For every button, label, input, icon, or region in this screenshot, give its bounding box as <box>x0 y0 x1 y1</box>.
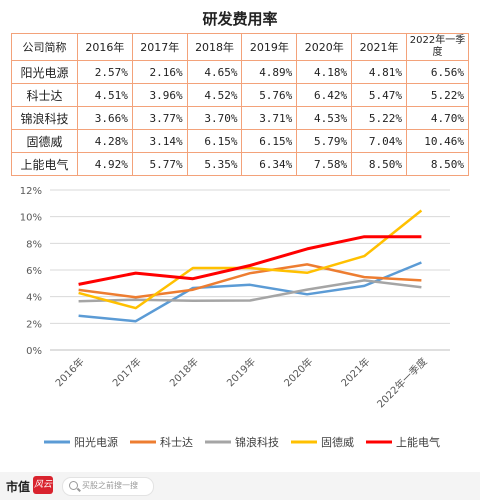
header-cell: 公司简称 <box>11 33 78 61</box>
value-cell: 5.76% <box>241 83 298 107</box>
company-name-cell: 固德威 <box>11 129 78 153</box>
value-cell: 6.42% <box>296 83 353 107</box>
value-cell: 3.14% <box>131 129 188 153</box>
value-cell: 7.04% <box>351 129 407 153</box>
value-cell: 4.70% <box>406 106 469 130</box>
header-cell: 2019年 <box>241 33 298 61</box>
y-tick-label: 10% <box>20 213 42 224</box>
y-tick-label: 8% <box>26 239 42 250</box>
company-name-cell: 上能电气 <box>11 152 78 176</box>
legend-label: 锦浪科技 <box>235 435 279 449</box>
value-cell: 3.70% <box>186 106 243 130</box>
value-cell: 4.52% <box>186 83 243 107</box>
value-cell: 3.71% <box>241 106 298 130</box>
value-cell: 5.79% <box>296 129 353 153</box>
x-tick-label: 2022年一季度 <box>374 355 429 410</box>
x-tick-label: 2019年 <box>224 355 258 389</box>
value-cell: 6.56% <box>406 60 469 84</box>
value-cell: 5.35% <box>186 152 243 176</box>
table-row: 科士达 4.51% 3.96% 4.52% 5.76% 6.42% 5.47% … <box>11 83 469 107</box>
search-placeholder: 买股之前搜一搜 <box>82 481 138 490</box>
value-cell: 6.15% <box>241 129 298 153</box>
series-line <box>78 279 422 303</box>
value-cell: 4.81% <box>351 60 407 84</box>
value-cell: 3.77% <box>131 106 188 130</box>
company-name-cell: 科士达 <box>11 83 78 107</box>
legend-label: 科士达 <box>160 435 193 449</box>
x-tick-label: 2016年 <box>52 355 86 389</box>
search-input[interactable]: 买股之前搜一搜 <box>62 477 154 496</box>
value-cell: 3.96% <box>131 83 188 107</box>
legend-label: 固德威 <box>321 435 354 449</box>
value-cell: 4.65% <box>186 60 243 84</box>
header-cell: 2017年 <box>131 33 188 61</box>
value-cell: 6.34% <box>241 152 298 176</box>
value-cell: 4.28% <box>77 129 133 153</box>
table-row: 锦浪科技 3.66% 3.77% 3.70% 3.71% 4.53% 5.22%… <box>11 106 469 130</box>
header-cell: 2021年 <box>351 33 407 61</box>
value-cell: 7.58% <box>296 152 353 176</box>
legend-label: 阳光电源 <box>74 435 118 449</box>
y-tick-label: 6% <box>26 266 42 277</box>
value-cell: 5.22% <box>351 106 407 130</box>
series-line <box>78 263 422 299</box>
brand-logo-mark: 风云 <box>33 476 53 494</box>
value-cell: 8.50% <box>351 152 407 176</box>
y-tick-label: 2% <box>26 319 42 330</box>
value-cell: 3.66% <box>77 106 133 130</box>
company-name-cell: 锦浪科技 <box>11 106 78 130</box>
y-tick-label: 4% <box>26 293 42 304</box>
series-line <box>78 209 423 310</box>
x-tick-label: 2018年 <box>167 355 201 389</box>
header-cell: 2020年 <box>296 33 353 61</box>
value-cell: 8.50% <box>406 152 469 176</box>
header-cell: 2016年 <box>77 33 133 61</box>
value-cell: 10.46% <box>406 129 469 153</box>
x-tick-label: 2020年 <box>281 355 315 389</box>
series-line <box>78 235 422 286</box>
value-cell: 2.16% <box>131 60 188 84</box>
value-cell: 6.15% <box>186 129 243 153</box>
search-icon <box>69 481 78 490</box>
table-row: 固德威 4.28% 3.14% 6.15% 6.15% 5.79% 7.04% … <box>11 129 469 153</box>
value-cell: 4.51% <box>77 83 133 107</box>
value-cell: 2.57% <box>77 60 133 84</box>
table-header-row: 公司简称 2016年 2017年 2018年 2019年 2020年 2021年… <box>11 33 469 61</box>
brand-logo-text: 市值 <box>6 480 31 494</box>
x-tick-label: 2017年 <box>110 355 144 389</box>
footer-bar: 市值 风云 买股之前搜一搜 <box>0 472 480 500</box>
value-cell: 4.53% <box>296 106 353 130</box>
header-cell: 2022年一季度 <box>406 33 469 61</box>
table-title: 研发费用率 <box>202 10 278 28</box>
company-name-cell: 阳光电源 <box>11 60 78 84</box>
rd-expense-table: 公司简称 2016年 2017年 2018年 2019年 2020年 2021年… <box>11 33 469 176</box>
series-line <box>78 261 422 323</box>
value-cell: 4.92% <box>77 152 133 176</box>
value-cell: 5.77% <box>131 152 188 176</box>
legend-label: 上能电气 <box>396 435 440 449</box>
x-tick-label: 2021年 <box>338 355 372 389</box>
header-cell: 2018年 <box>186 33 243 61</box>
y-tick-label: 0% <box>26 346 42 357</box>
value-cell: 5.22% <box>406 83 469 107</box>
table-row: 阳光电源 2.57% 2.16% 4.65% 4.89% 4.18% 4.81%… <box>11 60 469 84</box>
value-cell: 4.89% <box>241 60 298 84</box>
value-cell: 4.18% <box>296 60 353 84</box>
y-tick-label: 12% <box>20 186 42 197</box>
value-cell: 5.47% <box>351 83 407 107</box>
rd-expense-line-chart: 0% 2% 4% 6% 8% 10% 12% 2016年 2017年 2018年 2019年 2020… <box>20 186 450 449</box>
table-row: 上能电气 4.92% 5.77% 5.35% 6.34% 7.58% 8.50%… <box>11 152 469 176</box>
